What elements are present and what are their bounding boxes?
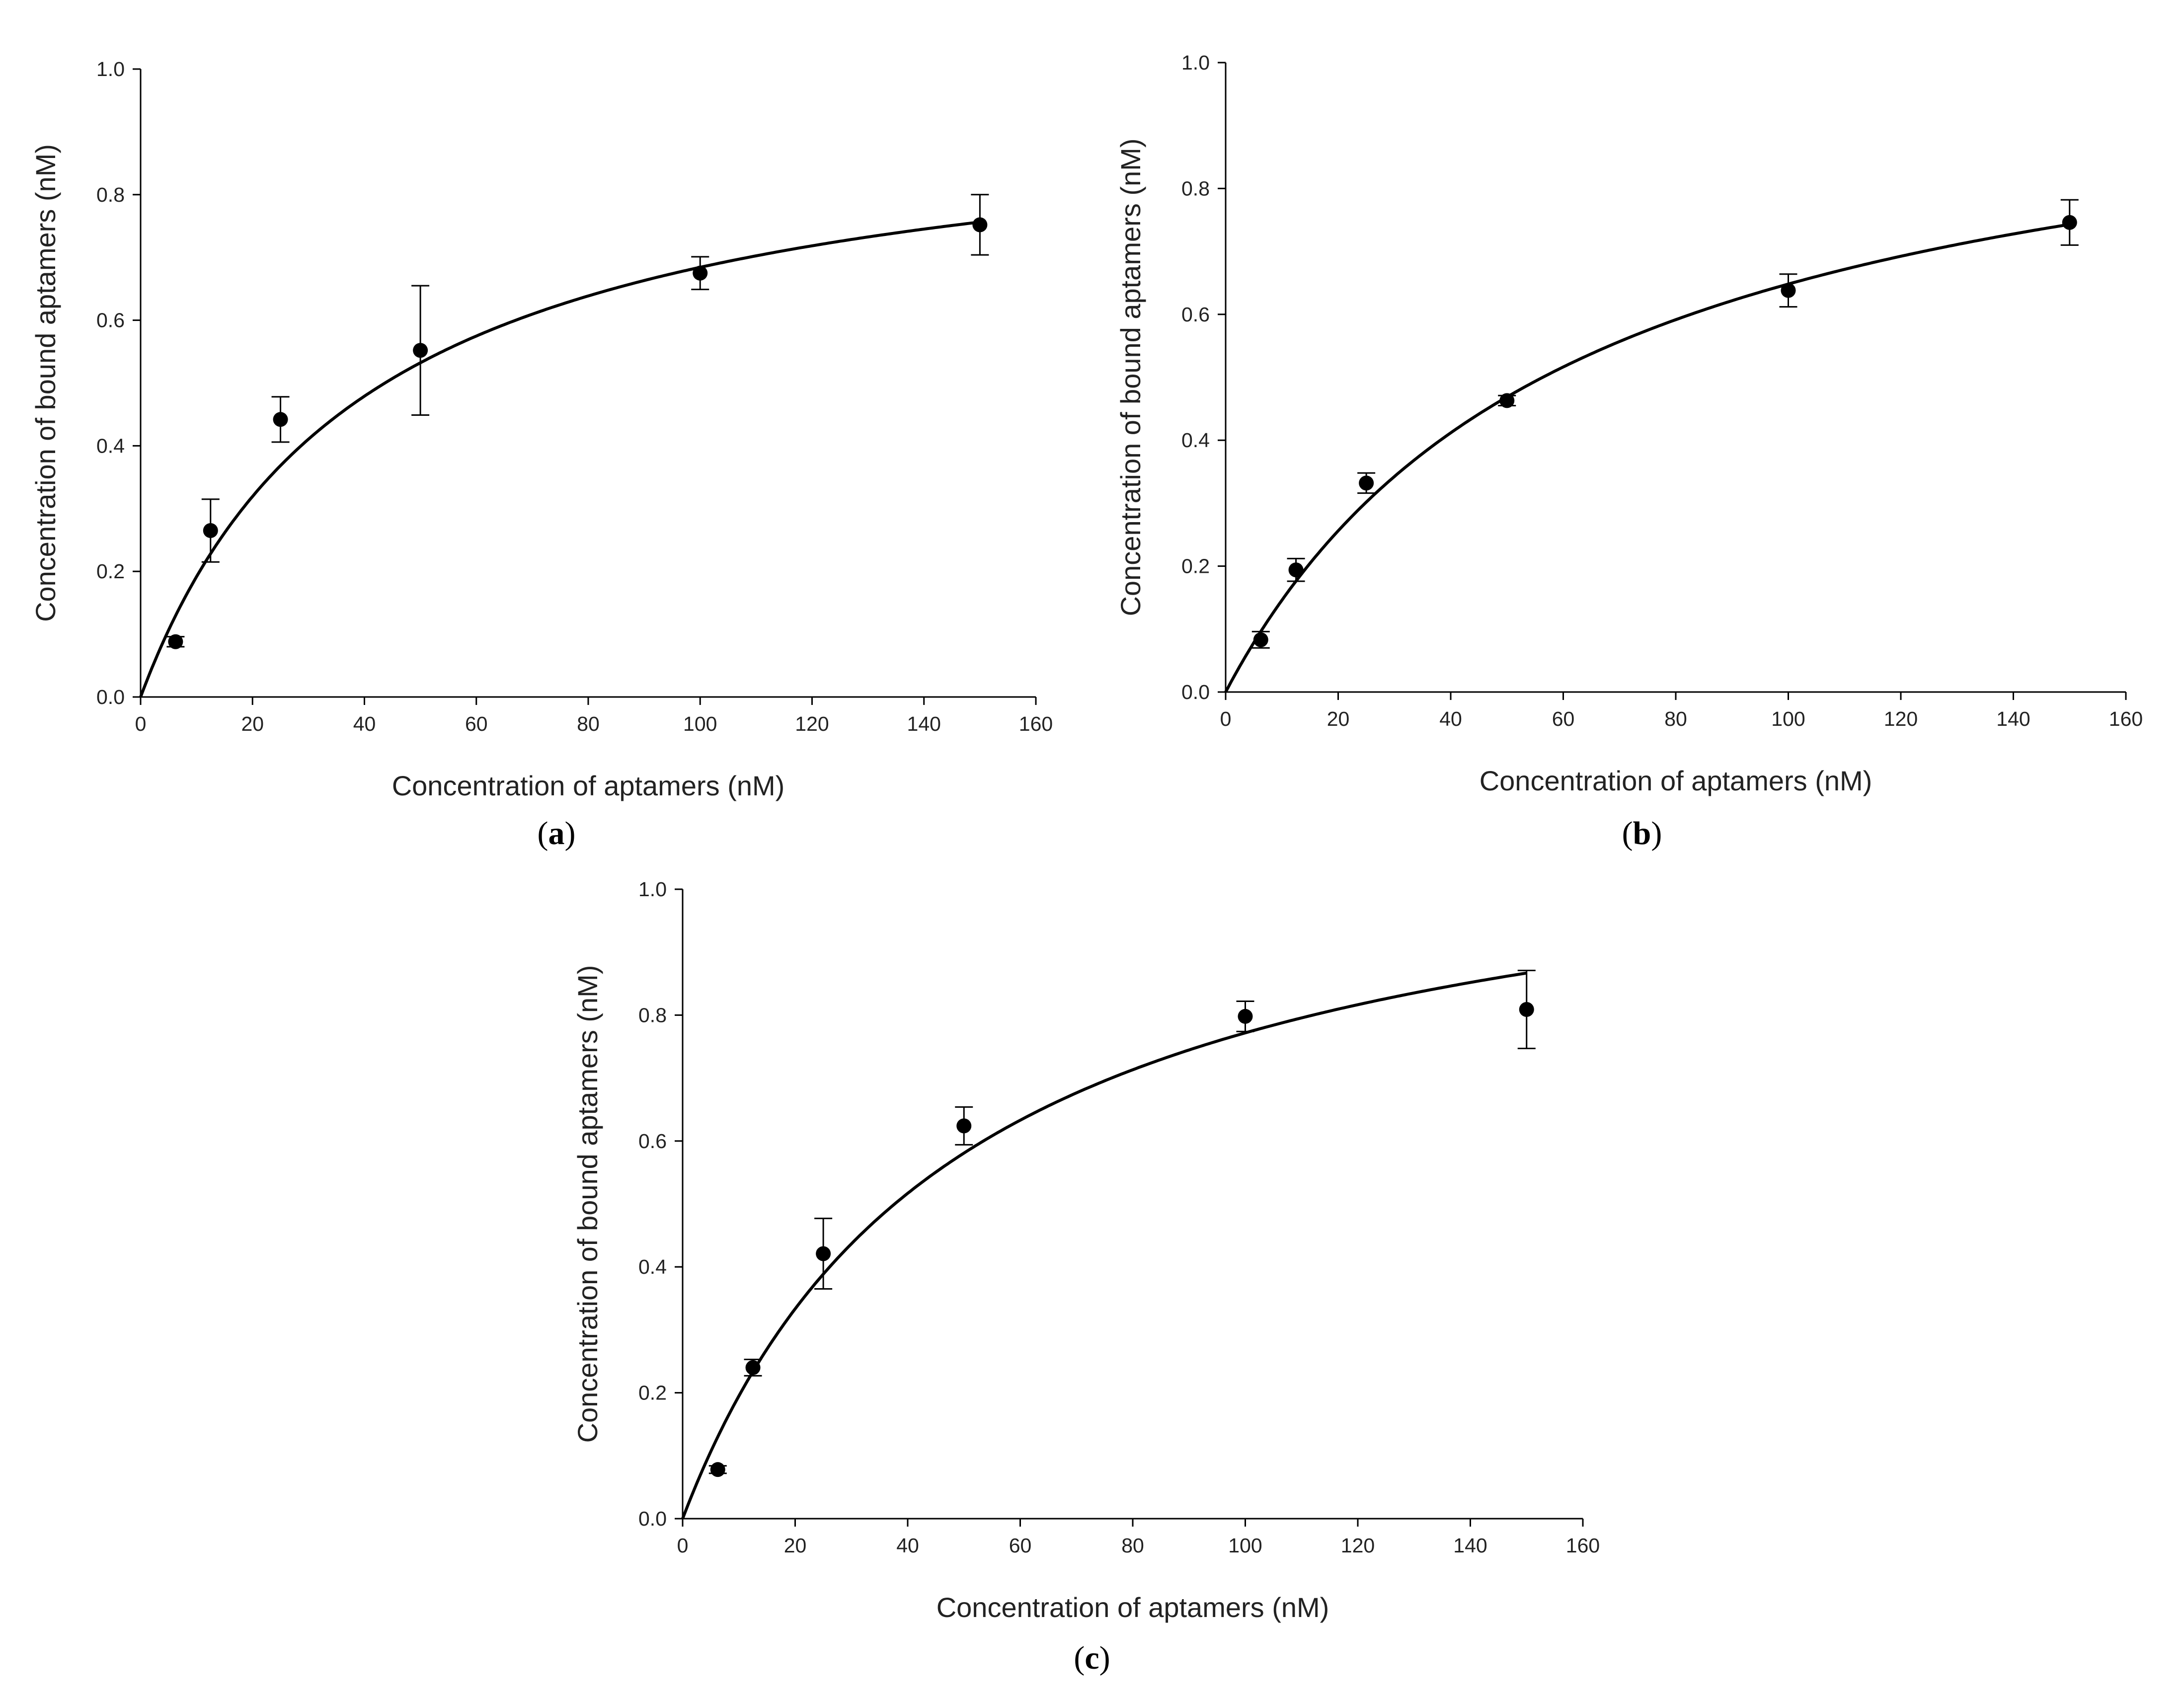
panel-c-data-point — [1519, 1002, 1534, 1017]
panel-c-x-tick-label: 60 — [1009, 1534, 1032, 1557]
caption-a: (a) — [537, 815, 576, 851]
panel-c-data-point — [956, 1118, 972, 1134]
panel-a-data-point — [693, 265, 708, 281]
caption-b-letter: b — [1633, 815, 1651, 851]
panel-c-y-axis-label: Concentration of bound aptamers (nM) — [572, 965, 603, 1443]
panel-b-y-tick-label: 0.4 — [1181, 429, 1210, 452]
panel-b-x-tick-label: 120 — [1884, 707, 1918, 730]
panel-b-fit-curve — [1224, 223, 2070, 693]
panel-b-y-tick-label: 0.2 — [1181, 555, 1210, 578]
panel-a-x-tick-label: 120 — [795, 712, 829, 735]
panel-a-data-point — [168, 634, 183, 649]
caption-c-letter: c — [1085, 1640, 1099, 1676]
panel-b-chart: 0 20 40 60 80 100 120 140 160 0.0 0.2 0.4 0.6 0.8 1.0 C… — [1115, 51, 2143, 796]
panel-a-data-point — [972, 217, 988, 232]
panel-c-y-tick-label: 0.6 — [638, 1130, 667, 1153]
panel-b-x-axis-label: Concentration of aptamers (nM) — [1480, 765, 1872, 796]
panel-a-y-tick-label: 0.4 — [96, 434, 125, 457]
panel-c-x-tick-label: 40 — [896, 1534, 919, 1557]
panel-a-x-tick-label: 40 — [353, 712, 376, 735]
panel-c-data-point — [745, 1360, 761, 1375]
panel-b-data-point — [1253, 632, 1268, 647]
panel-b-x-tick-label: 80 — [1664, 707, 1687, 730]
panel-c-chart: 0 20 40 60 80 100 120 140 160 0.0 0.2 0.4 0.6 0.8 1.0 C… — [572, 878, 1600, 1623]
panel-a-y-tick-label: 0.8 — [96, 183, 125, 206]
panel-c-y-tick-label: 0.4 — [638, 1255, 667, 1278]
panel-b-y-tick-label: 0.6 — [1181, 303, 1210, 326]
panel-b-x-tick-label: 40 — [1439, 707, 1462, 730]
panel-a-x-tick-label: 100 — [683, 712, 717, 735]
panel-b-data-point — [1781, 283, 1796, 298]
panel-c-y-tick-label: 1.0 — [638, 878, 667, 901]
panel-a-x-axis-label: Concentration of aptamers (nM) — [392, 770, 785, 801]
panel-c-y-tick-label: 0.0 — [638, 1507, 667, 1530]
panel-b-x-tick-label: 0 — [1220, 707, 1232, 730]
panel-c-x-tick-label: 20 — [784, 1534, 807, 1557]
caption-a-letter: a — [548, 815, 565, 851]
caption-b: (b) — [1622, 815, 1662, 851]
panel-c-x-axis-label: Concentration of aptamers (nM) — [936, 1592, 1329, 1623]
panel-a-x-tick-label: 160 — [1019, 712, 1053, 735]
panel-b-data-point — [2062, 215, 2077, 230]
panel-a-data-point — [203, 523, 218, 539]
panel-c-data-point — [710, 1462, 725, 1477]
panel-a-x-tick-label: 60 — [465, 712, 488, 735]
panel-c-x-tick-label: 0 — [677, 1534, 689, 1557]
panel-b-data-point — [1359, 475, 1374, 491]
panel-c-x-tick-label: 120 — [1341, 1534, 1375, 1557]
panel-b-x-tick-label: 140 — [1996, 707, 2030, 730]
panel-c-fit-curve — [681, 971, 1527, 1520]
panel-b-y-axis-label: Concentration of bound aptamers (nM) — [1115, 139, 1146, 617]
panel-a-fit-curve — [139, 221, 980, 698]
panel-b-y-tick-label: 0.8 — [1181, 177, 1210, 200]
panel-b-x-tick-label: 160 — [2109, 707, 2143, 730]
caption-c: (c) — [1074, 1640, 1110, 1676]
panel-a-x-tick-label: 0 — [135, 712, 147, 735]
panel-c-data-point — [816, 1246, 831, 1261]
panel-a-y-axis-label: Concentration of bound aptamers (nM) — [30, 144, 61, 622]
panel-b-x-tick-label: 60 — [1552, 707, 1575, 730]
panel-a-y-tick-label: 0.6 — [96, 309, 125, 332]
panel-c-y-tick-label: 0.8 — [638, 1003, 667, 1026]
panel-b-x-tick-label: 20 — [1327, 707, 1350, 730]
panel-a-x-tick-label: 20 — [241, 712, 264, 735]
panel-a-x-tick-label: 140 — [907, 712, 941, 735]
panel-a-y-tick-label: 0.2 — [96, 560, 125, 583]
panel-a-y-tick-label: 0.0 — [96, 686, 125, 708]
panel-b-data-point — [1499, 393, 1515, 408]
panel-b-y-tick-label: 0.0 — [1181, 681, 1210, 703]
panel-a-y-tick-label: 1.0 — [96, 58, 125, 80]
panel-a-data-point — [273, 412, 288, 427]
panel-c-x-tick-label: 160 — [1566, 1534, 1600, 1557]
panel-b-data-point — [1288, 562, 1304, 578]
panel-c-y-tick-label: 0.2 — [638, 1382, 667, 1404]
panel-b-y-tick-label: 1.0 — [1181, 51, 1210, 74]
panel-a-data-point — [413, 343, 428, 358]
panel-b-x-tick-label: 100 — [1771, 707, 1805, 730]
panel-c-x-tick-label: 80 — [1121, 1534, 1144, 1557]
panel-c-x-tick-label: 140 — [1453, 1534, 1487, 1557]
panel-c-x-tick-label: 100 — [1228, 1534, 1262, 1557]
panel-c-data-point — [1238, 1008, 1253, 1024]
panel-a-chart: 0 20 40 60 80 100 120 140 160 0.0 0.2 0.4 0.6 0.8 1.0 C… — [30, 58, 1053, 801]
panel-a-x-tick-label: 80 — [577, 712, 600, 735]
